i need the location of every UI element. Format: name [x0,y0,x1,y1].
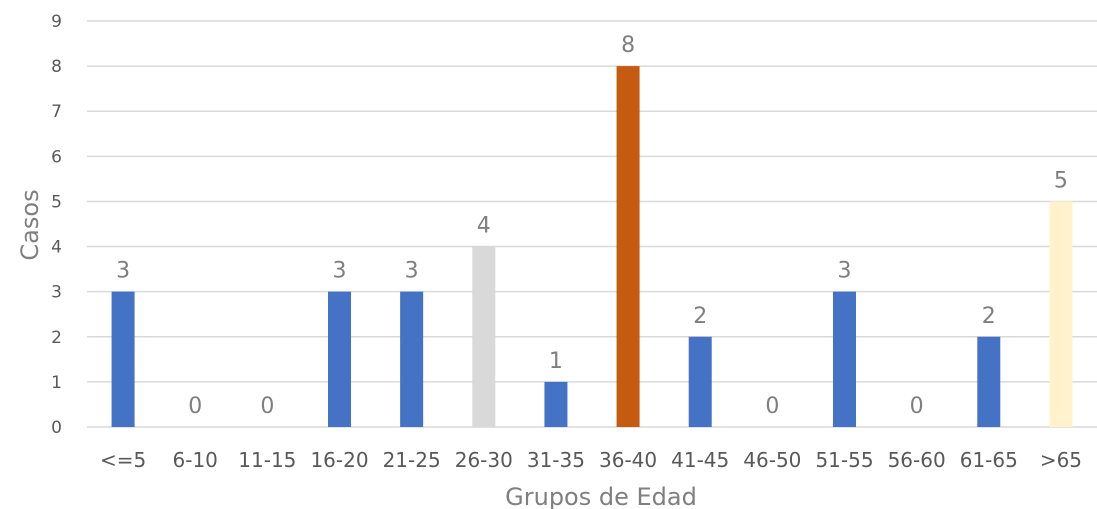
y-tick-label: 4 [51,238,62,258]
data-label: 3 [116,259,130,284]
y-axis-title: Casos [16,189,44,260]
data-label: 2 [982,304,996,329]
bar [111,291,135,427]
x-tick-label: 56-60 [888,448,946,472]
x-axis-ticks: <=5 6-10 11-15 16-20 21-25 26-30 31-35 36-40 41-… [100,448,1082,472]
bar [688,336,712,427]
x-tick-label: 46-50 [743,448,801,472]
y-tick-label: 3 [51,283,62,303]
data-label: 0 [910,394,924,419]
y-tick-label: 6 [51,147,62,167]
bar [616,66,640,427]
bar [977,336,1001,427]
data-label: 0 [765,394,779,419]
x-tick-label: 51-55 [815,448,873,472]
x-tick-label: 36-40 [599,448,657,472]
data-label: 1 [549,349,563,374]
x-tick-label: 26-30 [455,448,513,472]
data-label: 3 [838,259,852,284]
data-label: 4 [477,214,491,239]
bar [472,246,496,427]
x-tick-label: 16-20 [310,448,368,472]
bar [400,291,424,427]
x-tick-label: 11-15 [238,448,296,472]
gridlines [87,20,1097,428]
data-label: 5 [1054,168,1068,193]
x-tick-label: 61-65 [960,448,1018,472]
x-tick-label: >65 [1040,448,1082,472]
data-label: 8 [621,33,635,58]
y-tick-label: 9 [51,12,62,32]
data-label: 3 [333,259,347,284]
y-tick-label: 2 [51,328,62,348]
y-tick-label: 1 [51,373,62,393]
x-tick-label: 41-45 [671,448,729,472]
x-tick-label: <=5 [100,448,146,472]
bar [328,291,351,427]
bar [1049,201,1073,427]
data-label: 0 [260,394,274,419]
y-tick-label: 5 [51,192,62,212]
x-tick-label: 31-35 [527,448,585,472]
y-tick-label: 7 [51,102,62,122]
y-axis-ticks: 0 1 2 3 4 5 6 7 8 9 [51,12,62,438]
y-tick-label: 0 [51,418,62,438]
x-axis-title: Grupos de Edad [505,483,697,509]
data-label: 3 [405,259,419,284]
bar [833,291,856,427]
data-labels: 3 0 0 3 3 4 1 8 2 0 3 0 2 5 [116,33,1068,419]
y-tick-label: 8 [51,57,62,77]
bars [111,66,1073,427]
data-label: 2 [693,304,707,329]
data-label: 0 [188,394,202,419]
x-tick-label: 6-10 [173,448,218,472]
bar [544,381,568,427]
x-tick-label: 21-25 [383,448,441,472]
